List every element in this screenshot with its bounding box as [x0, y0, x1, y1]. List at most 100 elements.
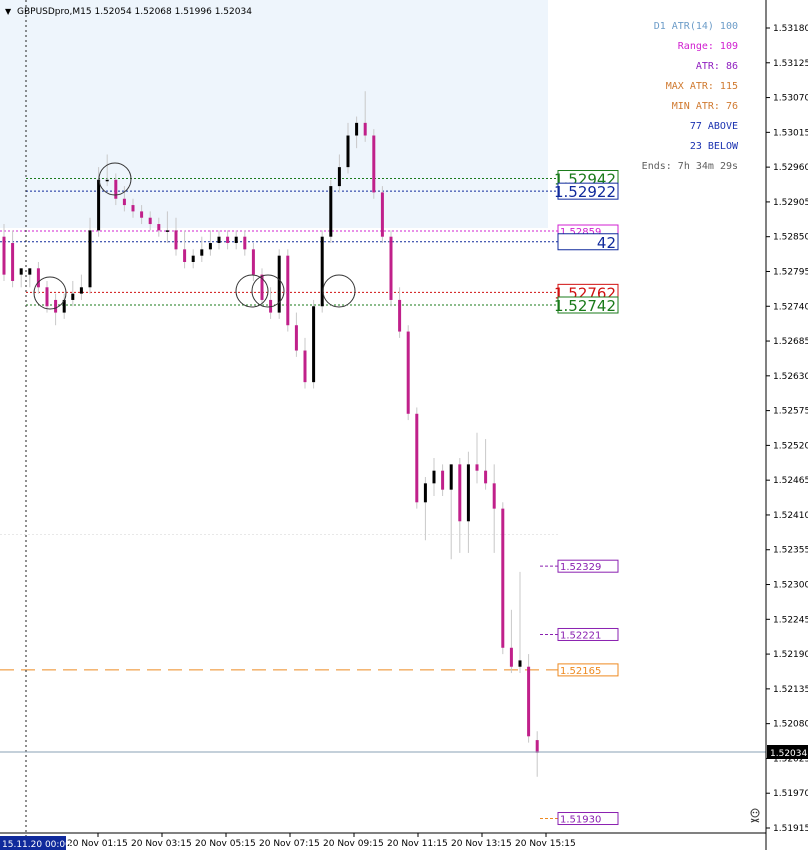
price-level-tag-label: 1.52859 [560, 227, 601, 238]
candle-body [286, 255, 290, 326]
highlight-zone [0, 0, 548, 228]
candle-body [200, 249, 204, 256]
price-axis-label: 1.51970 [773, 789, 808, 799]
atr-info-panel: D1 ATR(14) 100 Range: 109 ATR: 86 MAX ATR: … [642, 21, 739, 172]
candle-body [363, 122, 367, 136]
candle-body [415, 413, 419, 503]
price-axis-label: 1.52135 [773, 685, 808, 695]
candle-body [372, 135, 376, 193]
candle-body [97, 179, 101, 231]
candle-body [2, 236, 6, 275]
candle-body [11, 243, 15, 281]
candle-body [131, 205, 135, 212]
candle-body [312, 306, 316, 383]
candle-body [217, 236, 221, 244]
price-axis-label: 1.52850 [773, 233, 808, 243]
candle-body [535, 740, 539, 753]
price-level-tag-label: 1.51930 [560, 815, 601, 826]
price-level-tag: 1.52922 [554, 182, 619, 201]
price-axis-label: 1.53015 [773, 128, 808, 138]
candle-body [19, 268, 23, 275]
price-level-tag-label: 1.52742 [554, 297, 616, 315]
symbol-line: GBPUSDpro,M15 1.52054 1.52068 1.51996 1.… [17, 7, 252, 17]
candle-body [294, 325, 298, 351]
price-axis-label: 1.52410 [773, 511, 808, 521]
price-level-tag-label: 1.52922 [554, 183, 616, 201]
price-level-tag: 42 [557, 233, 619, 252]
candle-body [527, 666, 531, 737]
time-axis-label: 20 Nov 09:15 [323, 839, 384, 849]
skull-icon [750, 808, 760, 823]
price-level-tag-label: 1.52221 [560, 630, 601, 641]
price-axis-label: 1.52520 [773, 441, 808, 451]
candle-body [79, 287, 83, 294]
info-panel-line: MIN ATR: 76 [672, 101, 738, 112]
candle-body [466, 464, 470, 522]
price-level-tag-label: 1.52165 [560, 666, 601, 677]
candle-body [226, 236, 230, 244]
candle-body [148, 217, 152, 225]
current-date-box: 15.11.20 00:00 [0, 836, 71, 850]
candle-body [501, 508, 505, 648]
candle-body [234, 236, 238, 244]
price-level-tag-label: 1.52329 [560, 562, 601, 573]
price-axis-label: 1.52245 [773, 615, 808, 625]
price-axis-label: 1.52025 [773, 754, 808, 764]
candle-body [251, 249, 255, 275]
swing-circle-marker [33, 276, 67, 310]
price-axis-label: 1.52685 [773, 337, 808, 347]
candle-body [243, 236, 247, 250]
price-axis-label: 1.52190 [773, 650, 808, 660]
time-axis-label: 20 Nov 05:15 [195, 839, 256, 849]
info-panel-line: 23 BELOW [690, 141, 739, 152]
price-axis-label: 1.53070 [773, 94, 808, 104]
candle-body [492, 483, 496, 509]
candle-body [45, 287, 49, 307]
candle-body [475, 464, 479, 471]
current-date-label: 15.11.20 00:00 [2, 840, 71, 850]
info-panel-line: Range: 109 [678, 41, 738, 52]
price-axis-label: 1.52575 [773, 407, 808, 417]
candle-body [157, 224, 161, 231]
candle-body [36, 268, 40, 288]
candle-body [518, 660, 522, 667]
swing-circle-marker [235, 274, 269, 308]
candle-body [208, 243, 212, 250]
candle-body [458, 464, 462, 522]
time-axis-label: 20 Nov 11:15 [387, 839, 448, 849]
candle-body [449, 464, 453, 490]
candle-body [303, 350, 307, 383]
collapse-triangle-icon[interactable]: ▼ [5, 7, 12, 16]
time-axis-label: 20 Nov 15:15 [515, 839, 576, 849]
candle-body [423, 483, 427, 503]
price-axis-label: 1.52905 [773, 198, 808, 208]
swing-circle-marker [322, 274, 356, 308]
candle-body [389, 236, 393, 300]
candle-body [277, 255, 281, 313]
info-panel-line: D1 ATR(14) 100 [654, 21, 738, 32]
price-level-tag: 1.52742 [554, 296, 619, 315]
candle-body [105, 179, 109, 182]
candle-body [355, 122, 359, 136]
chart-header: ▼ GBPUSDpro,M15 1.52054 1.52068 1.51996 … [5, 7, 252, 17]
candle-body [509, 647, 513, 667]
time-axis-label: 20 Nov 01:15 [67, 839, 128, 849]
candle-body [71, 293, 75, 300]
price-axis-label: 1.51915 [773, 824, 808, 834]
info-panel-line: ATR: 86 [696, 61, 738, 72]
current-price-label: 1.52034 [770, 749, 807, 759]
candle-body [398, 299, 402, 332]
candle-body [484, 470, 488, 484]
current-price-box: 1.52034 [767, 745, 808, 759]
candle-body [337, 167, 341, 187]
candle-body [380, 192, 384, 237]
candle-body [114, 179, 118, 199]
price-axis-label: 1.52740 [773, 302, 808, 312]
info-panel-line: Ends: 7h 34m 29s [642, 161, 738, 172]
price-level-tag: 1.52221 [557, 627, 619, 641]
swing-circle-marker [98, 162, 132, 196]
candle-body [122, 198, 126, 206]
candle-body [269, 299, 273, 313]
